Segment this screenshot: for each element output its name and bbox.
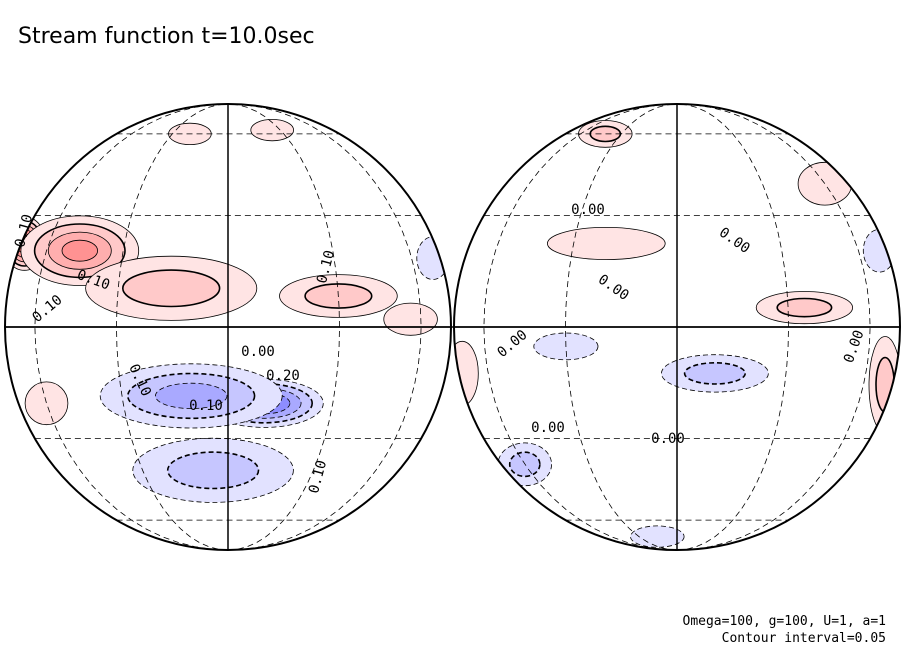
negative-anomaly <box>132 437 294 503</box>
positive-anomaly <box>24 381 69 426</box>
parameters-text: Omega=100, g=100, U=1, a=1 <box>682 614 887 629</box>
contour-interval-text: Contour interval=0.05 <box>721 631 886 646</box>
chart-title: Stream function t=10.0sec <box>18 24 315 49</box>
positive-anomaly <box>454 340 479 406</box>
contour-line <box>383 302 438 336</box>
contour-label: 0.10 <box>189 398 223 414</box>
contour-line <box>154 382 228 409</box>
meridian-line <box>34 104 229 550</box>
meridian-line <box>483 104 678 550</box>
positive-anomaly <box>868 336 900 434</box>
positive-anomaly <box>797 161 853 206</box>
contour-line <box>61 239 99 262</box>
contour-label: 0.00 <box>651 431 685 447</box>
meridian-line <box>676 104 789 550</box>
contour-line <box>797 161 853 206</box>
meridian-line <box>116 104 229 550</box>
contour-line <box>166 451 260 490</box>
contour-line <box>24 381 69 426</box>
contour-line <box>683 361 747 385</box>
meridian-line <box>227 104 340 550</box>
meridian-line <box>227 104 422 550</box>
positive-anomaly <box>85 255 258 321</box>
positive-anomaly <box>250 119 295 142</box>
contour-line <box>630 525 685 548</box>
positive-anomaly <box>546 226 666 260</box>
contour-line <box>121 269 221 308</box>
negative-anomaly <box>630 525 685 548</box>
contour-label: 0.00 <box>531 420 565 436</box>
negative-anomaly <box>99 363 283 429</box>
positive-anomaly <box>755 291 854 325</box>
contour-label: 0.00 <box>571 202 605 218</box>
contour-line <box>776 297 833 318</box>
contour-label: 0.00 <box>241 344 275 360</box>
meridian-line <box>565 104 678 550</box>
meridian-line <box>676 104 871 550</box>
negative-anomaly <box>661 354 769 393</box>
contour-line <box>250 119 295 142</box>
contour-label: 0.20 <box>266 368 300 384</box>
positive-anomaly <box>383 302 438 336</box>
contour-line <box>454 340 479 406</box>
contour-line <box>546 226 666 260</box>
